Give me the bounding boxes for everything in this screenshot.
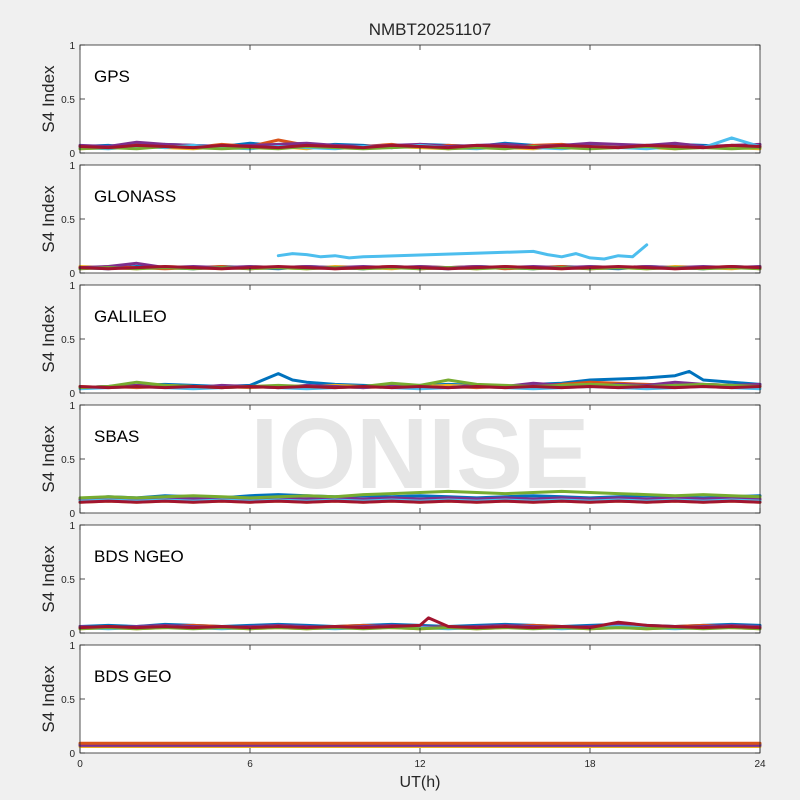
y-tick-label: 0 — [69, 509, 75, 520]
y-tick-label: 1 — [69, 641, 75, 652]
series-line — [276, 243, 649, 261]
panel-4: 0 0.5 1 BDS NGEO S4 Index — [39, 521, 762, 640]
y-tick-label: 0.5 — [61, 575, 75, 586]
panel-plot-area — [80, 285, 760, 393]
panels-group: 0 0.5 1 GPS S4 Index 0 0.5 1 GLONASS S4 Index 0 0.5… — [39, 41, 766, 770]
y-tick-label: 0 — [69, 749, 75, 760]
panel-3: 0 0.5 1 SBAS S4 Index — [39, 401, 762, 520]
series-line — [78, 616, 762, 630]
x-tick-label: 12 — [414, 759, 426, 770]
series-line — [78, 499, 762, 504]
panel-plot-area — [80, 525, 760, 633]
y-axis-label: S4 Index — [39, 305, 58, 373]
panel-label: GPS — [94, 67, 130, 86]
panel-plot-area — [80, 645, 760, 753]
x-tick-label: 18 — [584, 759, 596, 770]
y-axis-label: S4 Index — [39, 665, 58, 733]
series-line — [78, 385, 762, 390]
panel-plot-area — [80, 165, 760, 273]
y-tick-label: 1 — [69, 161, 75, 172]
panel-label: GALILEO — [94, 307, 167, 326]
y-axis-label: S4 Index — [39, 425, 58, 493]
panel-plot-area — [80, 45, 760, 153]
y-tick-label: 0.5 — [61, 695, 75, 706]
y-tick-label: 0 — [69, 629, 75, 640]
panel-2: 0 0.5 1 GALILEO S4 Index — [39, 281, 762, 400]
y-tick-label: 1 — [69, 41, 75, 52]
y-axis-label: S4 Index — [39, 65, 58, 133]
series-line — [78, 496, 762, 501]
y-tick-label: 0.5 — [61, 335, 75, 346]
x-axis-label: UT(h) — [400, 774, 441, 791]
x-tick-label: 6 — [247, 759, 253, 770]
y-tick-label: 1 — [69, 401, 75, 412]
y-axis-label: S4 Index — [39, 185, 58, 253]
y-tick-label: 0.5 — [61, 95, 75, 106]
y-tick-label: 0.5 — [61, 215, 75, 226]
panel-5: 0 0.5 1 0 6 12 18 24 BDS GEO S4 Index — [39, 641, 766, 770]
watermark: IONISE — [251, 398, 590, 510]
y-tick-label: 0 — [69, 389, 75, 400]
y-axis-label: S4 Index — [39, 545, 58, 613]
y-tick-label: 1 — [69, 521, 75, 532]
panel-label: SBAS — [94, 427, 139, 446]
panel-label: BDS GEO — [94, 667, 171, 686]
x-tick-label: 24 — [754, 759, 766, 770]
panel-0: 0 0.5 1 GPS S4 Index — [39, 41, 762, 160]
x-tick-label: 0 — [77, 759, 83, 770]
panel-label: BDS NGEO — [94, 547, 184, 566]
series-line — [78, 265, 762, 271]
panel-label: GLONASS — [94, 187, 176, 206]
y-tick-label: 0 — [69, 149, 75, 160]
y-tick-label: 0 — [69, 269, 75, 280]
series-line — [78, 143, 762, 150]
y-tick-label: 1 — [69, 281, 75, 292]
y-tick-label: 0.5 — [61, 455, 75, 466]
panel-1: 0 0.5 1 GLONASS S4 Index — [39, 161, 762, 280]
figure-title: NMBT20251107 — [369, 20, 492, 39]
series-line — [78, 489, 762, 500]
